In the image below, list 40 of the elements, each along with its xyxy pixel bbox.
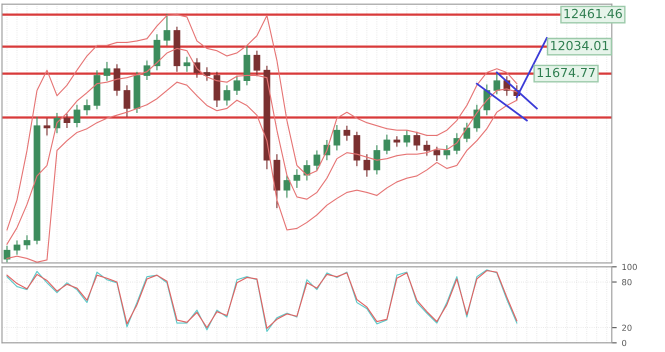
candlestick: [414, 131, 420, 152]
candlestick: [114, 64, 120, 96]
candlestick: [364, 154, 370, 178]
y-tick-label: 100: [622, 264, 637, 270]
candlestick: [444, 144, 450, 160]
candlestick: [184, 56, 190, 72]
candlestick: [254, 50, 260, 77]
candlestick: [24, 234, 30, 250]
candlestick: [4, 245, 10, 263]
candlestick: [284, 174, 290, 198]
ref-line-label: 12034.01: [551, 40, 608, 50]
candlestick: [424, 140, 430, 156]
candlestick: [224, 84, 230, 106]
candlestick: [104, 61, 110, 82]
ref-line-label: 12461.46: [564, 8, 622, 18]
candlestick: [234, 74, 240, 96]
y-tick-label: 0: [622, 340, 626, 346]
candlestick: [404, 130, 410, 148]
candlestick: [14, 240, 20, 256]
candlestick: [384, 134, 390, 155]
candlestick: [294, 168, 300, 189]
candlestick: [394, 136, 400, 148]
candlestick: [344, 125, 350, 142]
candlestick: [463, 122, 470, 143]
ref-line-label: 11674.77: [538, 68, 595, 78]
y-tick-label: 80: [622, 279, 632, 286]
candlestick: [124, 84, 130, 118]
candlestick: [334, 124, 340, 152]
candlestick: [44, 118, 50, 136]
candlestick: [64, 113, 70, 129]
candlestick: [164, 13, 170, 46]
candlestick: [314, 150, 320, 172]
candlestick: [493, 71, 500, 95]
y-tick-label: 20: [622, 324, 632, 331]
candlestick: [74, 104, 80, 128]
candlestick: [204, 66, 210, 82]
candlestick: [374, 144, 380, 176]
candlestick: [144, 60, 150, 81]
candlestick: [84, 98, 90, 116]
candlestick: [434, 146, 440, 162]
